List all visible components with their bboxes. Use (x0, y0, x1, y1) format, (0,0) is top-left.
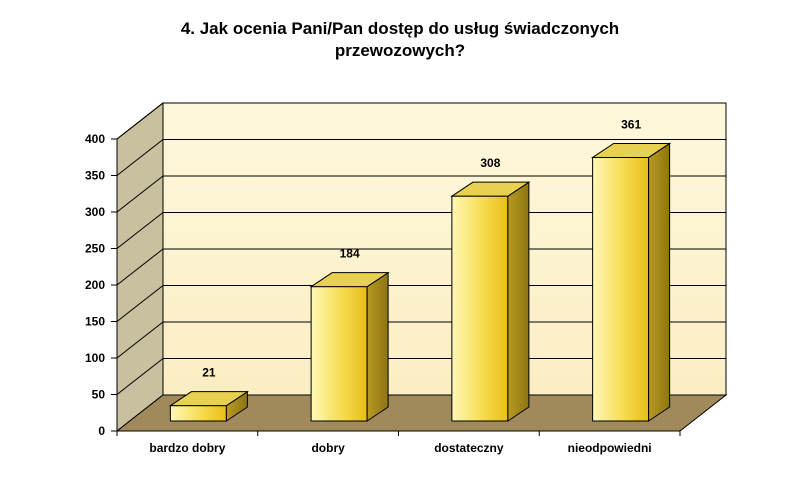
bar (309, 271, 390, 422)
y-tick-label: 250 (85, 242, 105, 256)
gridline-side (116, 175, 164, 213)
bar (590, 142, 672, 422)
bar-side (507, 181, 530, 422)
data-label: 361 (621, 117, 641, 131)
gridline-side (116, 321, 164, 359)
data-labels: 21 184 308 361 (202, 117, 641, 379)
chart-title-line-2: przewozowych? (334, 41, 466, 60)
bar-side (366, 271, 389, 422)
bar (450, 181, 531, 422)
y-tick-label: 200 (85, 278, 105, 292)
y-tick-label: 350 (85, 169, 105, 183)
gridline-side (116, 285, 164, 322)
category-label: dobry (311, 441, 345, 455)
gridline-side (116, 139, 164, 176)
bar-top (450, 181, 531, 197)
bar-front (451, 195, 509, 422)
y-axis: 0 50 100 150 200 250 300 350 400 (85, 132, 681, 438)
gridline-side (116, 248, 164, 286)
bar-front (169, 405, 227, 422)
gridline-side (116, 212, 164, 249)
bar-front (592, 156, 650, 422)
bar-side (648, 142, 671, 422)
bars (168, 142, 672, 422)
y-tick-label: 300 (85, 205, 105, 219)
data-label: 184 (340, 247, 360, 261)
chart-title-line-1: 4. Jak ocenia Pani/Pan dostęp do usług ś… (180, 19, 620, 38)
bar-front (310, 286, 368, 422)
gridline-side (116, 102, 164, 140)
category-label: nieodpowiedni (568, 441, 652, 455)
gridline-side (116, 358, 164, 395)
y-tick-label: 0 (98, 424, 105, 438)
bar (168, 390, 250, 422)
y-tick-label: 150 (85, 315, 105, 329)
y-tick-label: 50 (92, 388, 106, 402)
bar-top (590, 142, 672, 158)
y-tick-label: 100 (85, 351, 105, 365)
category-label: bardzo dobry (149, 441, 225, 455)
y-tick-label: 400 (85, 132, 105, 146)
data-label: 21 (202, 366, 216, 380)
chart-title: 4. Jak ocenia Pani/Pan dostęp do usług ś… (0, 18, 800, 62)
category-label: dostateczny (434, 441, 504, 455)
x-axis-categories: bardzo dobry dobry dostateczny nieodpowiedn… (149, 441, 651, 455)
bar-top (168, 391, 250, 407)
bar-top (309, 272, 390, 288)
data-label: 308 (480, 156, 500, 170)
